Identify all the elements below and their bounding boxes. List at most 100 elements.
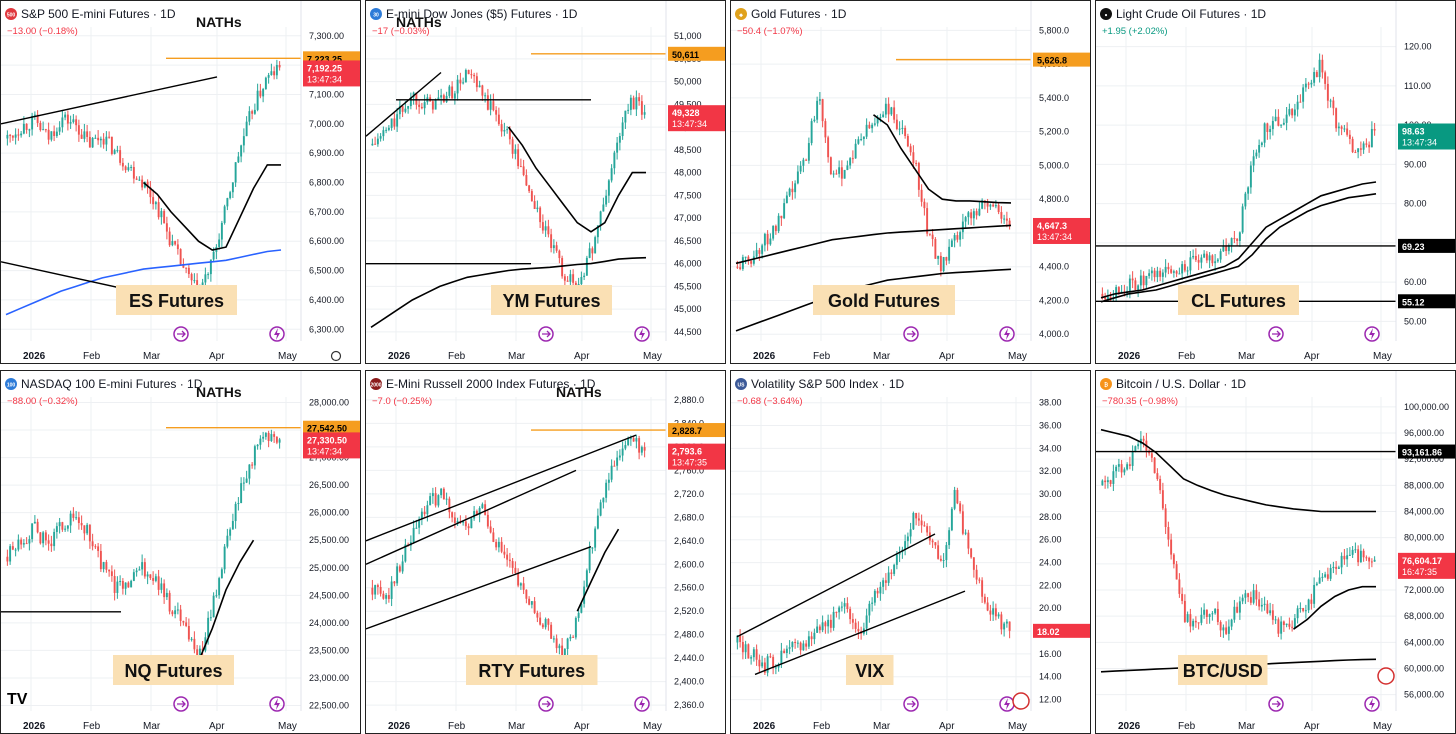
candle-body xyxy=(508,129,511,140)
chart-panel-es[interactable]: 7,300.007,200.007,100.007,000.006,900.00… xyxy=(0,0,361,364)
candle-body xyxy=(934,542,937,546)
candle-body xyxy=(1008,220,1011,225)
candle-body xyxy=(1172,554,1175,565)
candle-body xyxy=(627,109,630,111)
candle-body xyxy=(744,256,747,258)
watermark-label: RTY Futures xyxy=(478,661,585,681)
chart-title[interactable]: S&P 500 E-mini Futures · 1D xyxy=(21,7,176,21)
lightning-icon[interactable] xyxy=(999,326,1015,342)
lightning-icon[interactable] xyxy=(634,696,650,712)
chart-panel-gc[interactable]: 5,800.05,600.05,400.05,200.05,000.04,800… xyxy=(730,0,1091,364)
chart-panel-vix[interactable]: 38.00 36.00 34.00 32.00 30.00 28.00 26.00 24.00… xyxy=(730,370,1091,734)
candle-body xyxy=(763,662,766,673)
candle-body xyxy=(931,234,934,240)
candle-body xyxy=(451,512,454,518)
chart-panel-nq[interactable]: 28,000.0027,500.0027,000.0026,500.0026,0… xyxy=(0,370,361,734)
trendline[interactable] xyxy=(754,590,966,676)
candle-body xyxy=(854,143,857,159)
trendline[interactable] xyxy=(736,533,936,638)
candle-body xyxy=(1211,255,1214,264)
candle-body xyxy=(53,531,56,547)
lightning-icon[interactable] xyxy=(269,326,285,342)
arrows-icon[interactable] xyxy=(903,696,919,712)
candle-body xyxy=(1307,599,1310,611)
flag-icon[interactable] xyxy=(1377,667,1395,685)
candle-body xyxy=(14,134,17,138)
candle-body xyxy=(777,215,780,232)
trendline[interactable] xyxy=(366,434,637,542)
candle-body xyxy=(179,249,182,265)
y-tick-label: 45,500 xyxy=(674,281,702,291)
candle-body xyxy=(978,579,981,581)
chart-title[interactable]: Light Crude Oil Futures · 1D xyxy=(1116,7,1266,21)
chart-title[interactable]: Volatility S&P 500 Index · 1D xyxy=(751,377,905,391)
candle-body xyxy=(242,482,245,484)
arrows-icon[interactable] xyxy=(173,326,189,342)
trendline[interactable] xyxy=(366,469,577,565)
x-tick-label: Apr xyxy=(209,721,225,732)
candle-body xyxy=(1277,619,1280,634)
candle-body xyxy=(1343,555,1346,560)
candle-body xyxy=(627,438,630,446)
lightning-icon[interactable] xyxy=(634,326,650,342)
candle-body xyxy=(741,641,744,653)
chart-panel-cl[interactable]: 120.00110.00100.0090.0080.0070.0060.0050… xyxy=(1095,0,1456,364)
candle-body xyxy=(599,211,602,226)
lightning-icon[interactable] xyxy=(1364,326,1380,342)
candle-body xyxy=(829,619,832,628)
arrows-icon[interactable] xyxy=(173,696,189,712)
candle-body xyxy=(849,158,852,166)
y-tick-label: 24.00 xyxy=(1039,558,1062,568)
candle-body xyxy=(1178,579,1181,594)
last-price-label: 2,793.6 xyxy=(672,447,702,457)
arrows-icon[interactable] xyxy=(1268,696,1284,712)
y-tick-label: 6,700.00 xyxy=(309,207,344,217)
chart-panel-rty[interactable]: 2,880.02,840.02,800.02,760.02,720.02,680… xyxy=(365,370,726,734)
candle-body xyxy=(807,143,810,161)
trendline[interactable] xyxy=(366,71,442,137)
x-tick-label: Apr xyxy=(574,721,590,732)
chart-title[interactable]: E-Mini Russell 2000 Index Futures · 1D xyxy=(386,377,596,391)
candle-body xyxy=(470,518,473,529)
y-tick-label: 5,800.0 xyxy=(1039,25,1069,35)
moving-average-200 xyxy=(1100,428,1376,513)
candle-body xyxy=(851,158,854,160)
arrows-icon[interactable] xyxy=(903,326,919,342)
candles xyxy=(6,429,281,668)
candle-body xyxy=(1192,255,1195,258)
candle-body xyxy=(574,282,577,286)
candle-body xyxy=(47,129,50,140)
arrows-icon[interactable] xyxy=(538,696,554,712)
candle-body xyxy=(816,100,819,120)
lightning-icon[interactable] xyxy=(269,696,285,712)
chart-title[interactable]: Gold Futures · 1D xyxy=(751,7,847,21)
y-tick-label: 51,000 xyxy=(674,31,702,41)
candle-body xyxy=(602,204,605,212)
candle-body xyxy=(879,586,882,594)
chart-panel-ym[interactable]: 51,00050,50050,00049,50049,00048,50048,0… xyxy=(365,0,726,364)
arrows-icon[interactable] xyxy=(538,326,554,342)
lightning-icon[interactable] xyxy=(1364,696,1380,712)
nath-price-label: 2,828.7 xyxy=(672,426,702,436)
candle-body xyxy=(887,103,890,115)
arrows-icon[interactable] xyxy=(1268,326,1284,342)
candle-body xyxy=(464,521,467,527)
trendline[interactable] xyxy=(1,76,218,125)
candle-body xyxy=(920,189,923,202)
chart-panel-btc[interactable]: 100,000.00 96,000.00 92,000.00 88,000.00 84,… xyxy=(1095,370,1456,734)
candle-body xyxy=(1373,559,1376,562)
price-change: +1.95 (+2.02%) xyxy=(1102,26,1168,37)
candle-body xyxy=(39,532,42,544)
trendline[interactable] xyxy=(366,546,592,630)
flag-icon[interactable] xyxy=(1012,692,1030,710)
gear-icon[interactable] xyxy=(330,350,342,362)
candle-body xyxy=(1354,549,1357,551)
chart-title[interactable]: Bitcoin / U.S. Dollar · 1D xyxy=(1116,377,1246,391)
candle-body xyxy=(20,539,23,545)
chart-title[interactable]: NASDAQ 100 E-mini Futures · 1D xyxy=(21,377,203,391)
candle-body xyxy=(1343,128,1346,130)
candle-body xyxy=(959,503,962,512)
candle-body xyxy=(506,129,509,131)
candle-body xyxy=(796,171,799,184)
chart-title[interactable]: E-mini Dow Jones ($5) Futures · 1D xyxy=(386,7,578,21)
